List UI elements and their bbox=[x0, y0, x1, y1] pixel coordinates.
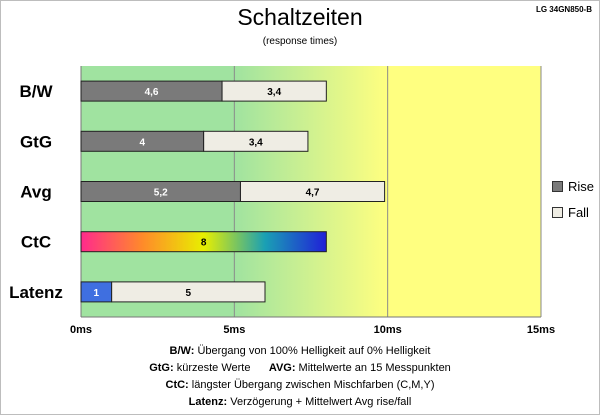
monitor-model-label: LG 34GN850-B bbox=[535, 5, 592, 14]
legend-item-fall: Fall bbox=[552, 205, 589, 220]
legend-label-rise: Rise bbox=[568, 179, 595, 194]
bar-fall bbox=[221, 80, 327, 102]
bar-fall bbox=[239, 181, 386, 202]
bar-fall bbox=[111, 281, 266, 303]
bar-ctc bbox=[80, 231, 327, 253]
legend-swatch-fall bbox=[552, 207, 563, 218]
data-label: 8 bbox=[201, 238, 207, 249]
bar-fall bbox=[203, 130, 309, 152]
x-tick-label: 0ms bbox=[70, 324, 92, 336]
footnotes: B/W: Übergang von 100% Helligkeit auf 0%… bbox=[0, 343, 600, 411]
legend-swatch-rise bbox=[552, 181, 563, 192]
data-label-rise: 4,6 bbox=[145, 87, 159, 98]
y-category-label: GtG bbox=[20, 132, 52, 151]
footnote-gtg-avg: GtG: kürzeste Werte AVG: Mittelwerte an … bbox=[149, 362, 451, 374]
x-tick-label: 10ms bbox=[374, 324, 402, 336]
data-label-rise: 1 bbox=[94, 288, 100, 299]
footnote-bw: B/W: Übergang von 100% Helligkeit auf 0%… bbox=[169, 345, 431, 357]
x-tick-label: 5ms bbox=[223, 324, 245, 336]
legend-item-rise: Rise bbox=[552, 179, 594, 194]
footnote-latenz: Latenz: Verzögerung + Mittelwert Avg ris… bbox=[188, 396, 412, 408]
data-label-fall: 3,4 bbox=[267, 87, 281, 98]
legend-label-fall: Fall bbox=[568, 205, 589, 220]
y-category-label: B/W bbox=[19, 82, 53, 101]
data-label-fall: 3,4 bbox=[249, 137, 263, 148]
footnote-ctc: CtC: längster Übergang zwischen Mischfar… bbox=[165, 379, 435, 391]
data-label-fall: 4,7 bbox=[306, 188, 320, 199]
data-label-fall: 5 bbox=[186, 288, 192, 299]
chart-title: Schaltzeiten bbox=[237, 4, 363, 30]
data-label-rise: 4 bbox=[140, 137, 146, 148]
x-tick-label: 15ms bbox=[527, 324, 555, 336]
y-category-label: Latenz bbox=[9, 283, 63, 302]
chart-subtitle: (response times) bbox=[262, 36, 338, 47]
y-category-label: CtC bbox=[21, 233, 51, 252]
data-label-rise: 5,2 bbox=[154, 188, 168, 199]
y-category-label: Avg bbox=[20, 183, 52, 202]
zone-yellow bbox=[387, 66, 541, 317]
